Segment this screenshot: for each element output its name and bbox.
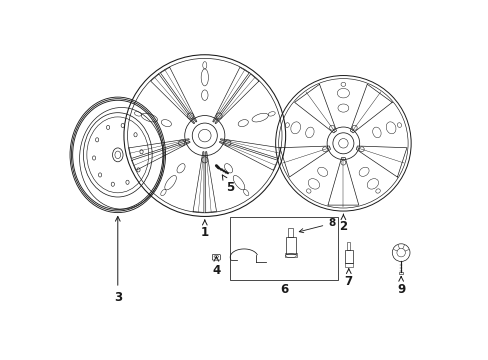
Text: 6: 6: [280, 283, 287, 296]
Text: 8: 8: [299, 219, 335, 233]
Bar: [230, 217, 337, 280]
Text: 5: 5: [222, 175, 234, 194]
Bar: [344, 249, 352, 264]
Text: 7: 7: [344, 269, 352, 288]
Bar: [344, 263, 352, 266]
Bar: [346, 242, 350, 249]
Text: 4: 4: [212, 257, 220, 277]
Text: 1: 1: [201, 220, 208, 239]
Text: 3: 3: [114, 216, 122, 304]
Text: 9: 9: [396, 276, 405, 296]
Bar: [285, 253, 297, 257]
Bar: [285, 237, 296, 254]
Bar: [288, 228, 293, 237]
Bar: [398, 271, 402, 274]
Text: 2: 2: [339, 214, 347, 233]
